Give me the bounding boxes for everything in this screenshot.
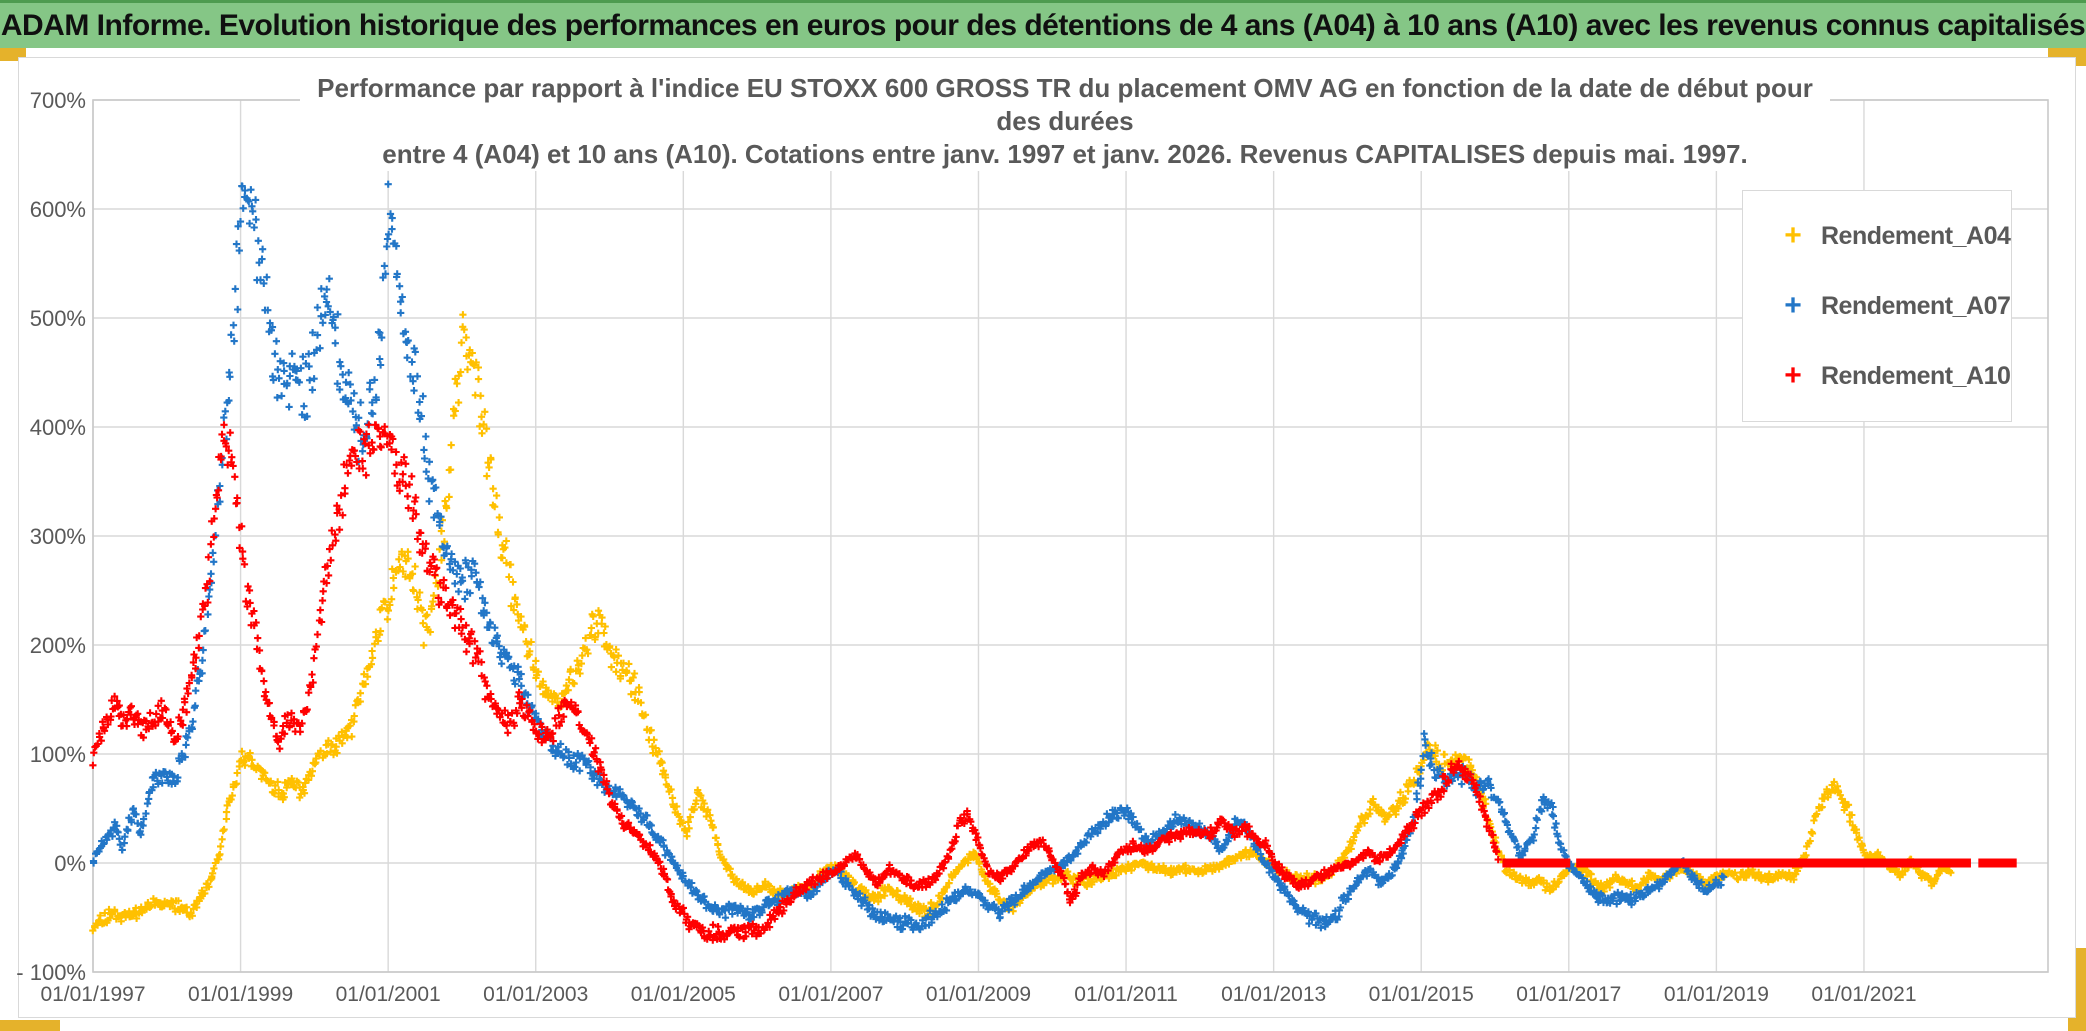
plus-marker-icon: + xyxy=(1784,289,1802,322)
chart-legend: + Rendement_A04 + Rendement_A07 + Rendem… xyxy=(1742,190,2012,422)
svg-text:01/01/2021: 01/01/2021 xyxy=(1811,983,1916,1006)
svg-text:01/01/2003: 01/01/2003 xyxy=(483,983,588,1006)
gold-accent-bottom-left xyxy=(0,1020,60,1031)
chart-title-line2: entre 4 (A04) et 10 ans (A10). Cotations… xyxy=(382,139,1748,169)
plus-marker-icon: + xyxy=(1784,359,1802,392)
legend-label-a10: Rendement_A10 xyxy=(1821,361,2011,390)
svg-text:400%: 400% xyxy=(30,415,86,440)
svg-text:01/01/2001: 01/01/2001 xyxy=(336,983,441,1006)
svg-text:300%: 300% xyxy=(30,524,86,549)
legend-label-a04: Rendement_A04 xyxy=(1821,221,2011,250)
svg-text:600%: 600% xyxy=(30,197,86,222)
plus-marker-icon: + xyxy=(1784,219,1802,252)
header-bar: ADAM Informe. Evolution historique des p… xyxy=(0,0,2086,48)
svg-text:500%: 500% xyxy=(30,306,86,331)
svg-text:01/01/2017: 01/01/2017 xyxy=(1516,983,1621,1006)
svg-text:01/01/2019: 01/01/2019 xyxy=(1664,983,1769,1006)
svg-text:700%: 700% xyxy=(30,88,86,113)
svg-text:100%: 100% xyxy=(30,742,86,767)
svg-text:01/01/2011: 01/01/2011 xyxy=(1074,983,1178,1006)
svg-text:01/01/2015: 01/01/2015 xyxy=(1369,983,1474,1006)
svg-text:200%: 200% xyxy=(30,633,86,658)
svg-text:0%: 0% xyxy=(54,851,86,876)
chart-frame xyxy=(18,57,2076,1018)
legend-item-a04[interactable]: + Rendement_A04 xyxy=(1781,221,2011,251)
chart-title: Performance par rapport à l'indice EU ST… xyxy=(300,72,1830,171)
legend-label-a07: Rendement_A07 xyxy=(1821,291,2011,320)
svg-text:01/01/1997: 01/01/1997 xyxy=(40,983,145,1006)
legend-item-a10[interactable]: + Rendement_A10 xyxy=(1781,361,2011,391)
svg-text:01/01/2009: 01/01/2009 xyxy=(926,983,1031,1006)
legend-item-a07[interactable]: + Rendement_A07 xyxy=(1781,291,2011,321)
svg-text:01/01/2013: 01/01/2013 xyxy=(1221,983,1326,1006)
chart-title-line1: Performance par rapport à l'indice EU ST… xyxy=(317,73,1813,136)
svg-text:01/01/1999: 01/01/1999 xyxy=(188,983,293,1006)
svg-text:01/01/2007: 01/01/2007 xyxy=(778,983,883,1006)
page-title: ADAM Informe. Evolution historique des p… xyxy=(0,8,2086,42)
svg-text:01/01/2005: 01/01/2005 xyxy=(631,983,736,1006)
svg-text:- 100%: - 100% xyxy=(16,960,86,985)
